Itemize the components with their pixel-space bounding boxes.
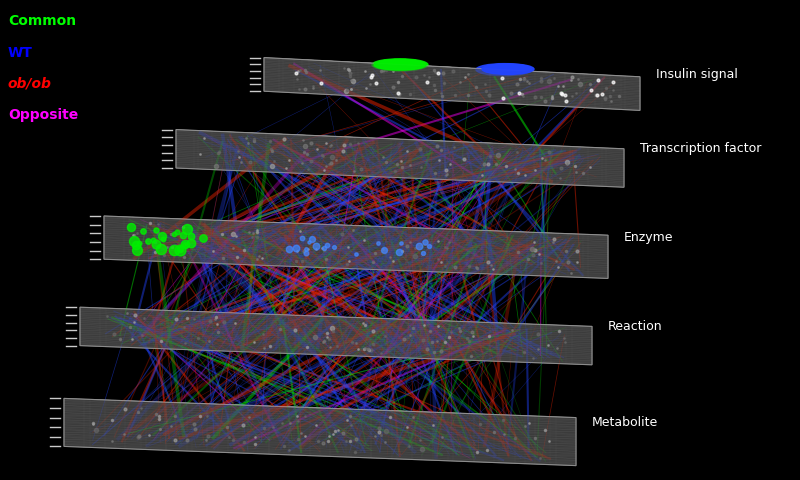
Polygon shape <box>64 398 576 466</box>
Text: Transcription factor: Transcription factor <box>640 142 762 156</box>
Text: WT: WT <box>8 46 33 60</box>
Polygon shape <box>104 216 608 278</box>
Text: Metabolite: Metabolite <box>592 416 658 429</box>
Polygon shape <box>80 307 592 365</box>
Text: ob/ob: ob/ob <box>8 77 52 91</box>
Polygon shape <box>176 130 624 187</box>
Text: Opposite: Opposite <box>8 108 78 122</box>
Ellipse shape <box>374 60 426 70</box>
Text: Common: Common <box>8 14 76 28</box>
Text: Enzyme: Enzyme <box>624 231 674 244</box>
Text: Reaction: Reaction <box>608 320 662 333</box>
Polygon shape <box>264 58 640 110</box>
Ellipse shape <box>372 59 428 71</box>
Text: Insulin signal: Insulin signal <box>656 68 738 81</box>
Ellipse shape <box>482 64 534 74</box>
Polygon shape <box>264 58 640 110</box>
Polygon shape <box>176 130 624 187</box>
Polygon shape <box>80 307 592 365</box>
Polygon shape <box>64 398 576 466</box>
Polygon shape <box>104 216 608 278</box>
Ellipse shape <box>476 64 532 76</box>
